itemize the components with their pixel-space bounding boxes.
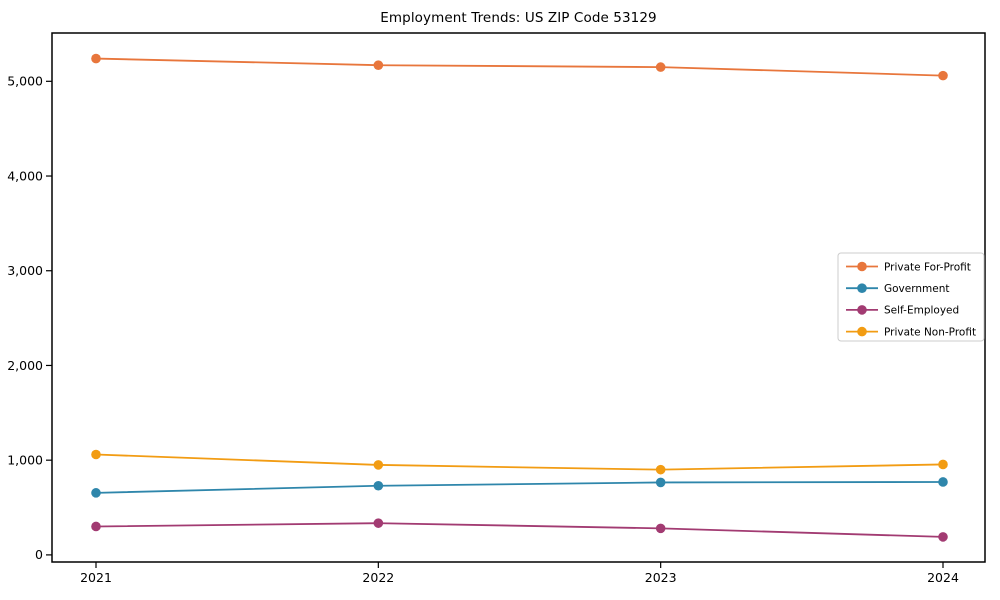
series-line-private-non-profit [95,453,944,471]
data-point-government-2021 [91,488,101,498]
series-line-private-for-profit [95,57,944,77]
data-point-private-for-profit-2022 [373,60,384,71]
series-line-government [95,481,944,494]
data-point-private-for-profit-2021 [91,53,101,64]
plot-border [51,32,986,563]
series-line-self-employed [95,522,944,538]
data-point-self-employed-2022 [373,518,384,528]
data-point-government-2022 [373,480,384,491]
legend-label: Self-Employed [884,305,959,317]
legend-marker-dot [857,326,867,337]
x-tick-label: 2021 [80,570,112,585]
y-tick-label: 5,000 [7,74,43,89]
legend-box [837,252,985,342]
legend-label: Private For-Profit [884,261,971,273]
legend-marker-dot [857,283,867,294]
data-point-self-employed-2023 [655,523,666,534]
legend-marker-dot [857,305,867,315]
data-point-private-non-profit-2022 [373,460,384,470]
data-point-private-non-profit-2023 [655,464,666,475]
data-point-government-2023 [655,477,666,488]
data-point-private-non-profit-2021 [91,449,101,460]
data-point-private-for-profit-2023 [655,62,666,72]
data-point-self-employed-2021 [91,521,101,532]
y-tick-label: 3,000 [7,263,43,278]
data-point-private-non-profit-2024 [938,459,948,470]
data-point-government-2024 [938,477,948,487]
y-tick-label: 4,000 [7,168,43,183]
legend-label: Private Non-Profit [884,326,976,338]
x-tick-label: 2024 [927,570,959,585]
data-point-self-employed-2024 [938,532,948,542]
y-tick-label: 0 [35,547,43,562]
data-point-private-for-profit-2024 [938,70,948,81]
legend-marker-dot [857,261,867,272]
x-tick-label: 2023 [645,570,677,585]
legend-label: Government [884,283,949,295]
y-tick-label: 2,000 [7,358,43,373]
y-tick-label: 1,000 [7,452,43,467]
chart-title: Employment Trends: US ZIP Code 53129 [380,10,657,26]
x-tick-label: 2022 [362,570,394,585]
